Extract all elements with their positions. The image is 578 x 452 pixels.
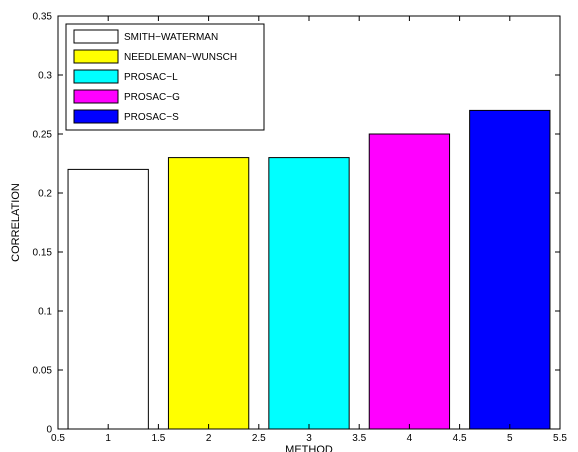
- x-tick-label: 0.5: [51, 433, 65, 444]
- legend-label: PROSAC−L: [124, 72, 178, 83]
- y-tick-label: 0.35: [33, 12, 53, 23]
- y-tick-label: 0.1: [38, 307, 52, 318]
- x-tick-label: 5.5: [553, 433, 567, 444]
- y-tick-label: 0: [46, 425, 52, 436]
- legend-swatch: [73, 89, 119, 104]
- x-tick-label: 5: [507, 433, 513, 444]
- legend-swatch: [73, 49, 119, 64]
- bars-group: [67, 109, 551, 430]
- y-tick-label: 0.15: [33, 248, 53, 259]
- y-tick-label: 0.2: [38, 189, 52, 200]
- x-tick-label: 4: [407, 433, 413, 444]
- legend-swatch: [73, 109, 119, 124]
- x-tick-label: 1: [105, 433, 111, 444]
- x-tick-label: 3: [306, 433, 312, 444]
- x-tick-label: 1.5: [151, 433, 165, 444]
- legend-label: NEEDLEMAN−WUNSCH: [124, 52, 237, 63]
- bar-3: [268, 157, 350, 430]
- bar-2: [167, 157, 250, 430]
- y-axis-label: CORRELATION: [10, 183, 22, 262]
- x-tick-label: 4.5: [453, 433, 467, 444]
- ticks-group: 0.5 1 1.5 2 2.5 3 3.5 4 4.5 5 5.5 0 0.05 0.1 0.15 0.2 0.…: [33, 12, 568, 445]
- legend: SMITH−WATERMAN NEEDLEMAN−WUNSCH PROSAC−L PR…: [65, 23, 265, 131]
- x-tick-label: 2.5: [252, 433, 266, 444]
- x-axis-label: METHOD: [285, 444, 333, 452]
- legend-swatch: [73, 69, 119, 84]
- bar-5: [469, 109, 551, 430]
- legend-label: PROSAC−G: [124, 92, 180, 103]
- legend-swatch: [73, 29, 119, 44]
- legend-label: SMITH−WATERMAN: [124, 32, 218, 43]
- y-tick-label: 0.3: [38, 71, 52, 82]
- x-tick-label: 2: [206, 433, 212, 444]
- bar-4: [368, 133, 451, 430]
- y-tick-label: 0.25: [33, 130, 53, 141]
- x-tick-label: 3.5: [352, 433, 366, 444]
- legend-label: PROSAC−S: [124, 112, 179, 123]
- bar-1: [67, 168, 149, 430]
- y-tick-label: 0.05: [33, 366, 53, 377]
